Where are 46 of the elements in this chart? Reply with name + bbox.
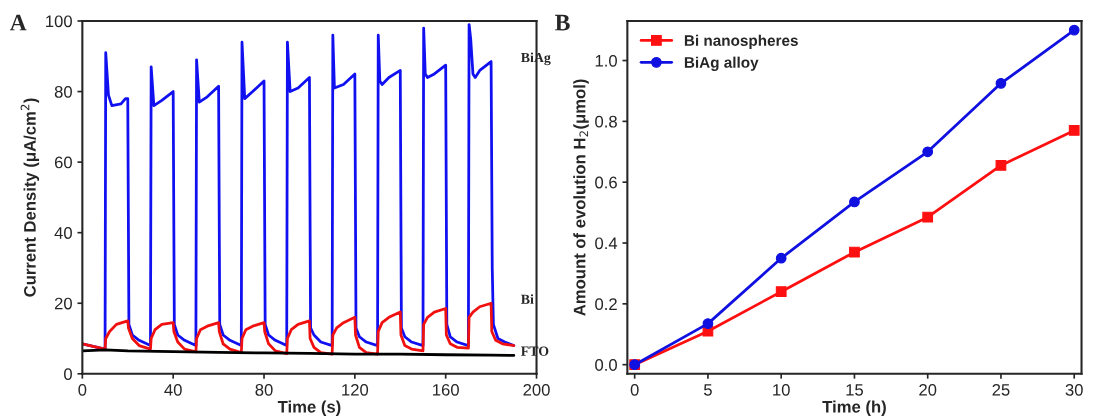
x-tick-label: 0 xyxy=(78,383,87,396)
point xyxy=(1068,125,1080,136)
point xyxy=(995,160,1007,171)
x-tick-label: 160 xyxy=(433,383,459,396)
y-axis-title: Amount of evolution H$_{2}$(μmol) xyxy=(573,79,589,316)
point xyxy=(1068,24,1080,36)
y-tick-label: 0.2 xyxy=(595,298,617,311)
x-tick-label: 80 xyxy=(255,383,273,396)
legend-label: Bi nanospheres xyxy=(684,34,798,49)
x-tick-label: 15 xyxy=(846,384,864,396)
point xyxy=(922,211,934,223)
x-axis-title: Time (h) xyxy=(822,400,886,416)
chart-title: B xyxy=(555,14,570,31)
chart-title: A xyxy=(9,14,27,31)
x-tick-label: 10 xyxy=(773,383,790,396)
y-tick-label: 0.0 xyxy=(595,359,617,371)
point xyxy=(702,318,714,329)
x-tick-label: 0 xyxy=(630,383,639,396)
x-tick-label: 25 xyxy=(992,383,1010,396)
y-tick-label: 20 xyxy=(54,297,72,310)
y-tick-label: 0.8 xyxy=(595,115,617,128)
text: Bi xyxy=(520,294,534,304)
x-tick-label: 20 xyxy=(919,383,937,396)
point xyxy=(849,196,860,208)
x-tick-label: 200 xyxy=(523,383,550,396)
y-tick-label: 1.0 xyxy=(595,54,617,67)
y-axis-title: Current Density (μA/cm$^{2}$) xyxy=(20,98,40,297)
x-tick-label: 5 xyxy=(703,384,712,396)
y-tick-label: 60 xyxy=(54,156,72,169)
y-tick-label: 0 xyxy=(64,368,72,380)
point xyxy=(849,246,860,258)
x-tick-label: 120 xyxy=(342,383,369,396)
x-tick-label: 40 xyxy=(164,383,182,396)
point xyxy=(775,286,787,298)
point xyxy=(775,252,787,264)
y-tick-label: 100 xyxy=(46,15,72,28)
y-tick-label: 0.4 xyxy=(595,237,618,250)
y-tick-label: 80 xyxy=(54,85,72,98)
point xyxy=(995,77,1007,89)
x-axis-title: Time (s) xyxy=(277,400,341,416)
y-tick-label: 40 xyxy=(54,227,72,239)
x-tick-label: 30 xyxy=(1065,383,1083,396)
point xyxy=(922,146,934,158)
line-series xyxy=(82,301,516,356)
y-tick-label: 0.6 xyxy=(595,176,617,189)
legend-label: BiAg alloy xyxy=(684,56,759,71)
